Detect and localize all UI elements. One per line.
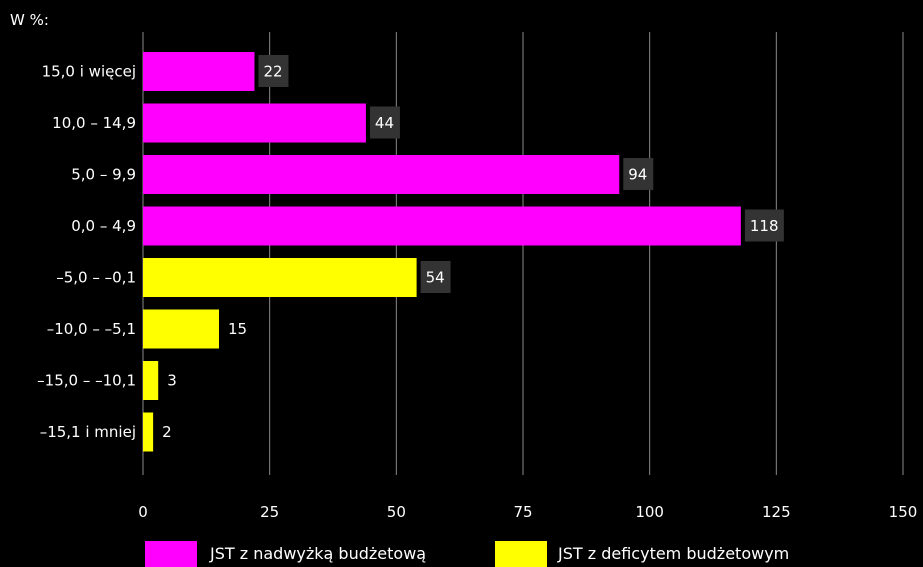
value-label-box: [420, 261, 451, 293]
category-label: 15,0 i więcej: [42, 63, 136, 81]
legend-swatch: [145, 541, 197, 567]
value-label-box: [744, 209, 784, 242]
legend-label: JST z deficytem budżetowym: [557, 544, 789, 563]
value-label: 118: [750, 217, 779, 235]
bar: [143, 155, 620, 194]
bar: [143, 412, 154, 452]
unit-label: W %:: [10, 11, 49, 29]
category-label: –5,0 – –0,1: [56, 269, 136, 287]
x-tick-label: 25: [260, 503, 279, 521]
value-label: 22: [263, 63, 282, 81]
category-label: –15,0 – –10,1: [37, 372, 136, 390]
value-label: 3: [167, 372, 177, 390]
legend-swatch: [495, 541, 547, 567]
value-label: 44: [375, 114, 394, 132]
bar: [143, 258, 417, 297]
category-label: –15,1 i mniej: [40, 423, 136, 441]
x-tick-label: 150: [889, 503, 918, 521]
bar: [143, 361, 159, 400]
category-label: –10,0 – –5,1: [47, 320, 136, 338]
legend: JST z nadwyżką budżetową JST z deficytem …: [145, 541, 789, 567]
bar: [143, 309, 219, 349]
bar: [143, 103, 366, 143]
legend-label: JST z nadwyżką budżetową: [209, 544, 426, 563]
category-label: 5,0 – 9,9: [71, 166, 136, 184]
value-label: 2: [162, 423, 172, 441]
value-label: 15: [228, 320, 247, 338]
bar: [143, 206, 741, 246]
grid-lines: [142, 32, 904, 475]
value-label-box: [369, 106, 400, 139]
x-tick-labels: 0 25 50 75 100 125 150: [138, 503, 917, 521]
x-tick-label: 125: [762, 503, 791, 521]
x-tick-label: 50: [387, 503, 406, 521]
value-label: 94: [628, 166, 647, 184]
x-tick-label: 0: [138, 503, 148, 521]
bar: [143, 52, 255, 91]
category-label: 10,0 – 14,9: [52, 114, 136, 132]
value-label: 54: [426, 269, 445, 287]
x-tick-label: 75: [513, 503, 532, 521]
category-labels: 15,0 i więcej 10,0 – 14,9 5,0 – 9,9 0,0 – 4…: [37, 63, 136, 442]
value-label-box: [258, 55, 289, 87]
value-label-box: [623, 158, 654, 190]
category-label: 0,0 – 4,9: [71, 217, 136, 235]
bars: 22 44 94 118 54 15 3 2: [143, 52, 784, 452]
x-tick-label: 100: [635, 503, 664, 521]
